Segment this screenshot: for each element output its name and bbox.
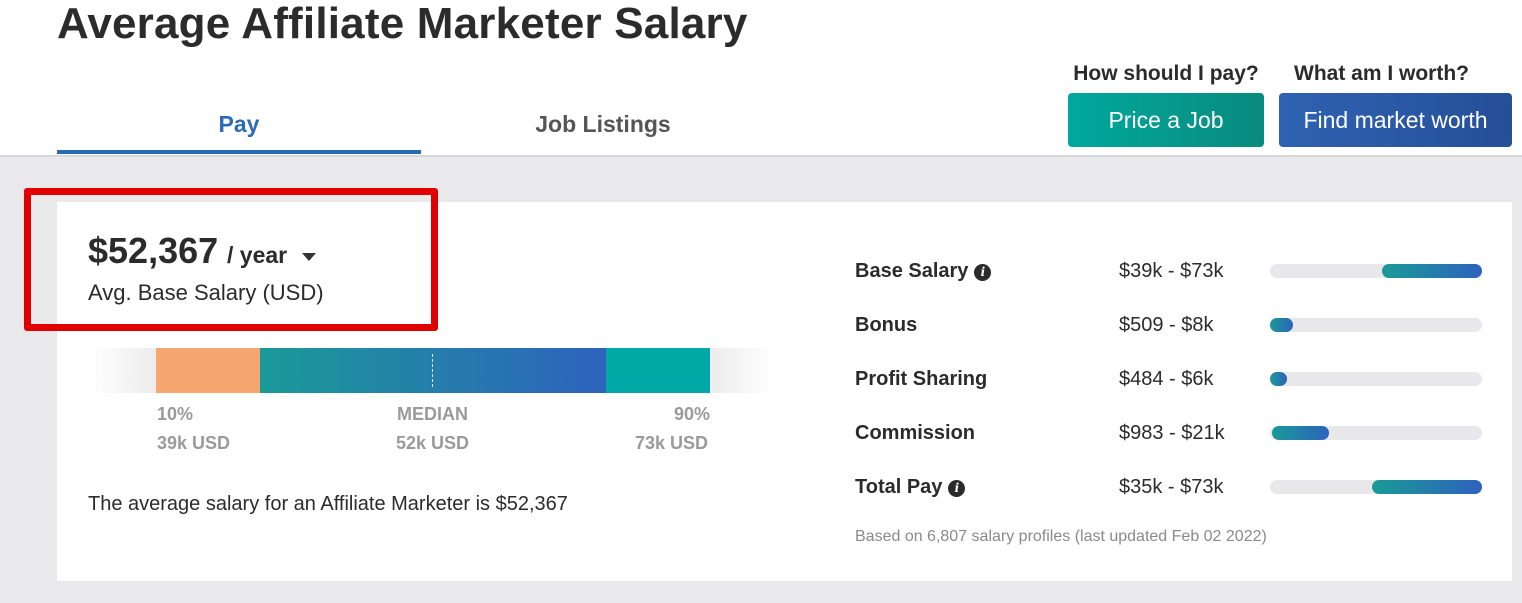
price-a-job-button[interactable]: Price a Job <box>1068 93 1264 147</box>
caret-down-icon[interactable] <box>302 253 316 261</box>
salary-subtitle: Avg. Base Salary (USD) <box>88 280 324 305</box>
breakdown-row-label: Total Pay i <box>855 476 966 499</box>
total-pay-range: $35k - $73k <box>1119 476 1224 498</box>
base-salary-bar <box>1270 264 1482 278</box>
commission-range: $983 - $21k <box>1119 422 1225 444</box>
salary-period-selector[interactable]: / year <box>227 242 288 268</box>
info-icon[interactable]: i <box>948 480 966 497</box>
range-fade-right <box>710 348 776 393</box>
salary-summary-text: The average salary for an Affiliate Mark… <box>88 493 568 515</box>
p10-label: 10% <box>157 404 194 424</box>
range-segment-middle <box>260 348 606 393</box>
median-value: 52k USD <box>396 433 470 453</box>
commission-bar <box>1270 426 1482 440</box>
bonus-bar-fill <box>1270 318 1294 332</box>
median-marker <box>432 354 433 387</box>
range-segment-low <box>156 348 260 393</box>
range-segment-high <box>606 348 710 393</box>
highlight-annotation-box <box>24 188 438 331</box>
p90-value: 73k USD <box>635 433 709 453</box>
profit-sharing-label: Profit Sharing <box>855 368 988 390</box>
salary-range-bar <box>88 348 776 393</box>
median-label: MEDIAN <box>397 404 468 424</box>
base-salary-range: $39k - $73k <box>1119 260 1224 282</box>
base-salary-label: Base Salary <box>855 260 969 282</box>
bonus-range: $509 - $8k <box>1119 314 1214 336</box>
page-header: Average Affiliate Marketer Salary Pay Jo… <box>0 0 1522 155</box>
total-pay-bar <box>1270 480 1482 494</box>
data-source-footnote: Based on 6,807 salary profiles (last upd… <box>855 528 1267 545</box>
range-fade-left <box>88 348 156 393</box>
commission-label: Commission <box>855 422 976 444</box>
profit-sharing-bar <box>1270 372 1482 386</box>
find-market-worth-button[interactable]: Find market worth <box>1279 93 1512 147</box>
total-pay-label: Total Pay <box>855 476 943 498</box>
bonus-bar <box>1270 318 1482 332</box>
p90-label: 90% <box>674 404 711 424</box>
average-salary-amount: $52,367 <box>88 230 219 271</box>
profit-sharing-bar-fill <box>1270 372 1287 386</box>
tab-pay[interactable]: Pay <box>57 100 421 154</box>
p10-value: 39k USD <box>157 433 231 453</box>
price-question-label: How should I pay? <box>1073 62 1259 85</box>
bonus-label: Bonus <box>855 314 918 336</box>
tab-job-listings[interactable]: Job Listings <box>535 111 671 137</box>
profit-sharing-range: $484 - $6k <box>1119 368 1214 390</box>
worth-question-label: What am I worth? <box>1294 62 1469 85</box>
commission-bar-fill <box>1272 426 1330 440</box>
breakdown-row-label: Base Salary i <box>855 260 992 283</box>
total-pay-bar-fill <box>1371 480 1482 494</box>
base-salary-bar-fill <box>1382 264 1482 278</box>
page-title: Average Affiliate Marketer Salary <box>57 0 748 48</box>
info-icon[interactable]: i <box>974 264 992 281</box>
